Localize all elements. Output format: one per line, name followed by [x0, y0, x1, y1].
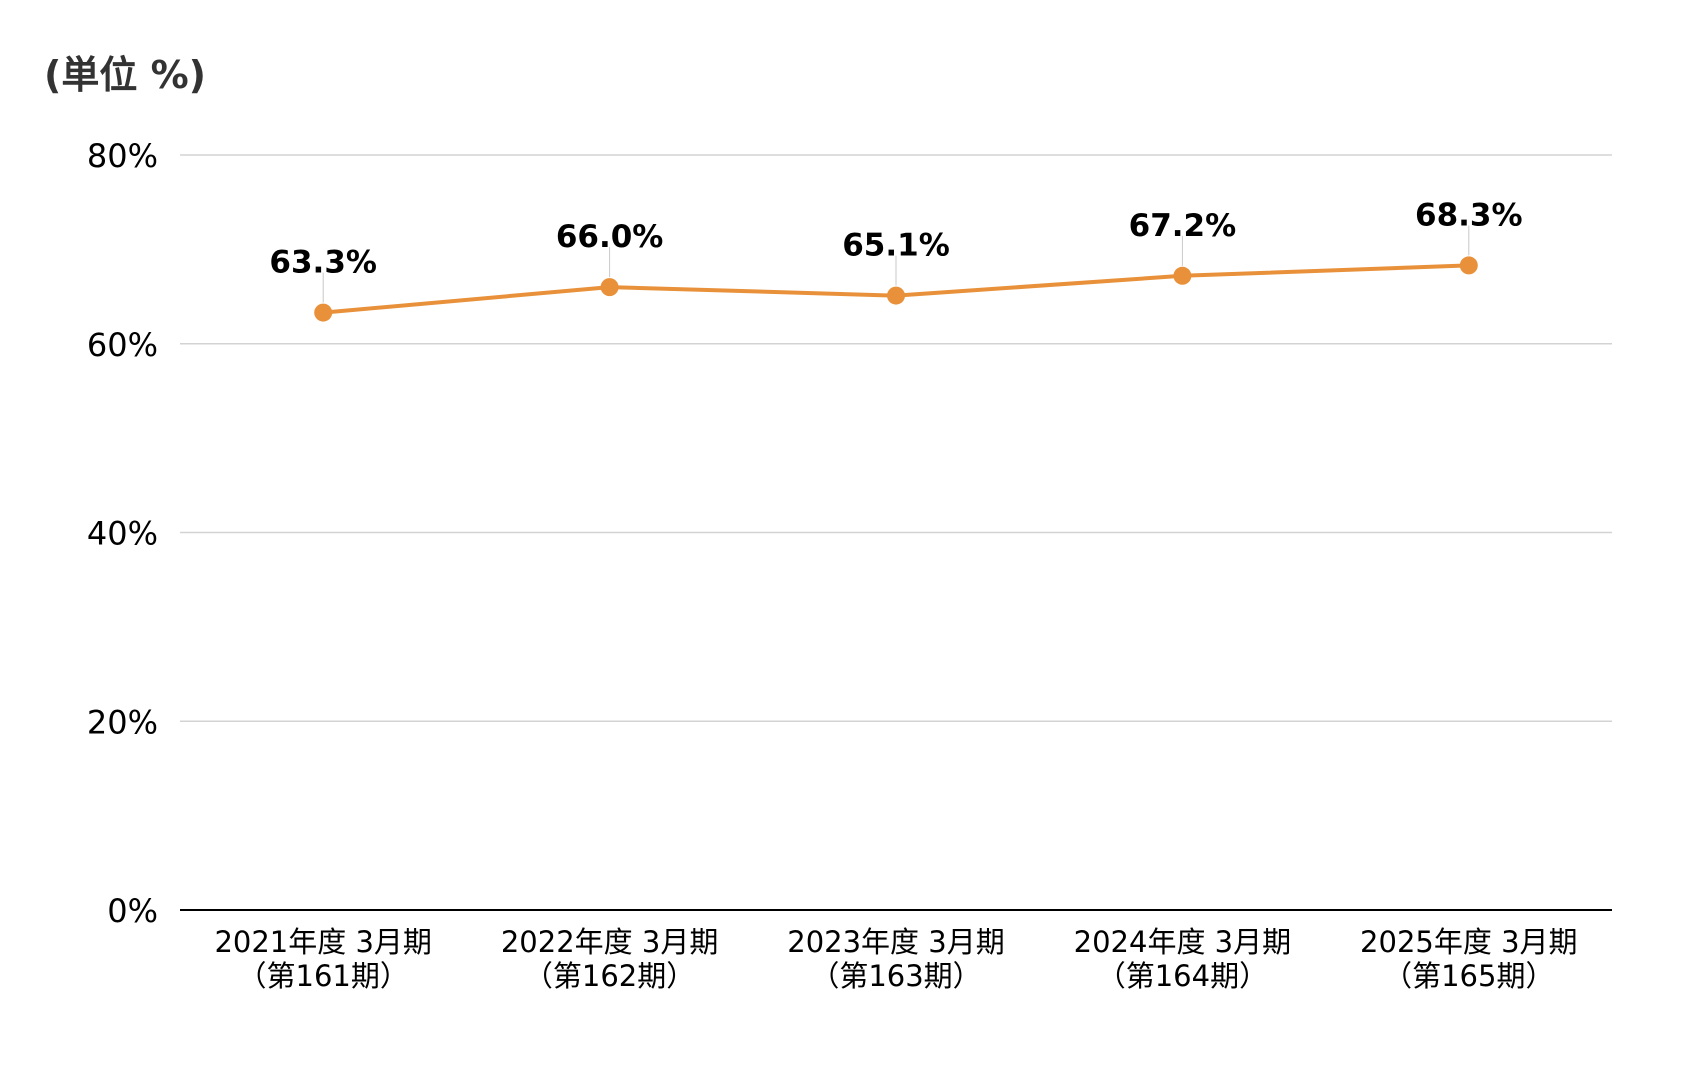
- x-tick-label: （第164期）: [1097, 959, 1268, 993]
- data-point: [887, 286, 905, 305]
- x-tick-label: （第163期）: [810, 959, 981, 993]
- unit-label: (単位 %): [44, 53, 207, 97]
- data-labels: 63.3% 66.0% 65.1% 67.2% 68.3%: [269, 197, 1522, 280]
- y-tick-label: 40%: [87, 515, 158, 553]
- data-label: 65.1%: [842, 228, 950, 264]
- data-points: [314, 256, 1478, 322]
- x-tick-label: 2023年度 3月期: [787, 925, 1004, 959]
- x-tick-label: 2021年度 3月期: [214, 925, 431, 959]
- data-point: [1459, 256, 1478, 275]
- y-tick-label: 80%: [87, 137, 158, 175]
- y-axis-ticks: 0% 20% 40% 60% 80%: [87, 137, 158, 930]
- data-label-leaders: [322, 225, 1470, 303]
- data-label: 68.3%: [1415, 197, 1523, 233]
- grid-lines: [180, 154, 1612, 911]
- x-tick-label: 2025年度 3月期: [1360, 925, 1577, 959]
- data-label: 63.3%: [269, 245, 377, 281]
- data-label: 66.0%: [556, 219, 664, 255]
- data-point: [314, 303, 333, 322]
- data-label: 67.2%: [1129, 208, 1237, 244]
- y-tick-label: 20%: [87, 703, 158, 741]
- x-axis-ticks: 2021年度 3月期（第161期） 2022年度 3月期（第162期） 2023年度…: [214, 925, 1577, 993]
- data-point: [600, 278, 619, 297]
- x-tick-label: （第161期）: [238, 959, 409, 993]
- y-tick-label: 60%: [87, 326, 158, 364]
- data-point: [1173, 266, 1192, 285]
- x-tick-label: （第162期）: [524, 959, 695, 993]
- x-tick-label: 2022年度 3月期: [501, 925, 718, 959]
- x-tick-label: 2024年度 3月期: [1074, 925, 1291, 959]
- x-tick-label: （第165期）: [1383, 959, 1554, 993]
- y-tick-label: 0%: [107, 892, 158, 930]
